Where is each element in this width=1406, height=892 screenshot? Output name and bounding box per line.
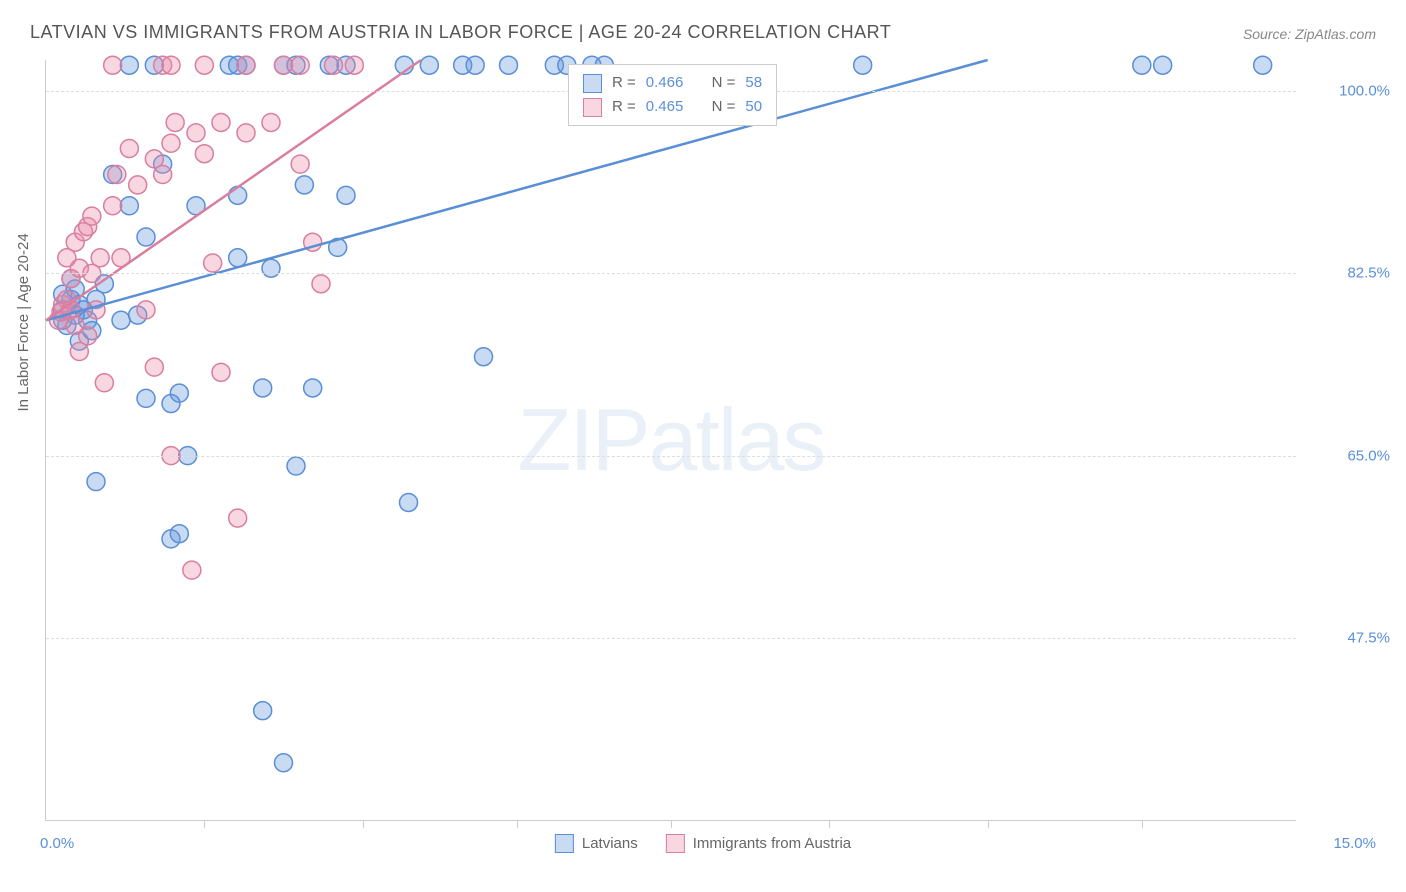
r-value-2: 0.465 — [646, 95, 684, 119]
scatter-point — [229, 249, 247, 267]
scatter-point — [254, 379, 272, 397]
scatter-point — [1254, 56, 1272, 74]
scatter-point — [500, 56, 518, 74]
scatter-point — [170, 525, 188, 543]
scatter-point — [254, 702, 272, 720]
scatter-point — [170, 384, 188, 402]
n-value-2: 50 — [745, 95, 762, 119]
scatter-point — [187, 124, 205, 142]
swatch-pink-icon — [583, 98, 602, 117]
scatter-point — [195, 145, 213, 163]
scatter-point — [104, 56, 122, 74]
scatter-point — [87, 473, 105, 491]
trend-line — [46, 60, 988, 320]
scatter-point — [108, 166, 126, 184]
chart-svg — [46, 60, 1296, 820]
scatter-point — [195, 56, 213, 74]
n-label: N = — [712, 71, 736, 95]
scatter-point — [120, 197, 138, 215]
scatter-point — [212, 363, 230, 381]
scatter-point — [154, 166, 172, 184]
scatter-point — [325, 56, 343, 74]
scatter-point — [291, 155, 309, 173]
scatter-point — [237, 124, 255, 142]
plot-area: ZIPatlas — [45, 60, 1296, 821]
scatter-point — [129, 176, 147, 194]
scatter-point — [212, 113, 230, 131]
scatter-point — [337, 186, 355, 204]
y-tick-labels: 47.5% 65.0% 82.5% 100.0% — [1300, 60, 1390, 820]
scatter-point — [162, 134, 180, 152]
legend-item-series1: Latvians — [555, 834, 638, 853]
swatch-blue-icon — [583, 74, 602, 93]
scatter-point — [312, 275, 330, 293]
scatter-point — [120, 139, 138, 157]
scatter-point — [262, 113, 280, 131]
scatter-point — [120, 56, 138, 74]
scatter-point — [79, 327, 97, 345]
scatter-point — [400, 493, 418, 511]
scatter-point — [295, 176, 313, 194]
scatter-point — [275, 754, 293, 772]
source-attribution: Source: ZipAtlas.com — [1243, 26, 1376, 42]
legend-label-1: Latvians — [582, 835, 638, 852]
x-axis-min-label: 0.0% — [40, 835, 74, 852]
stats-row-series2: R = 0.465 N = 50 — [583, 95, 762, 119]
scatter-point — [304, 379, 322, 397]
scatter-point — [229, 509, 247, 527]
y-tick-label: 47.5% — [1347, 629, 1390, 646]
scatter-point — [1133, 56, 1151, 74]
y-axis-label: In Labor Force | Age 20-24 — [15, 233, 32, 411]
x-axis-max-label: 15.0% — [1333, 835, 1376, 852]
scatter-point — [466, 56, 484, 74]
scatter-point — [162, 56, 180, 74]
scatter-point — [95, 374, 113, 392]
n-label: N = — [712, 95, 736, 119]
legend-bottom: Latvians Immigrants from Austria — [555, 834, 851, 853]
scatter-point — [204, 254, 222, 272]
chart-title: LATVIAN VS IMMIGRANTS FROM AUSTRIA IN LA… — [30, 22, 891, 43]
r-value-1: 0.466 — [646, 71, 684, 95]
scatter-point — [145, 358, 163, 376]
scatter-point — [475, 348, 493, 366]
scatter-point — [345, 56, 363, 74]
y-tick-label: 100.0% — [1339, 83, 1390, 100]
scatter-point — [166, 113, 184, 131]
y-tick-label: 82.5% — [1347, 265, 1390, 282]
scatter-point — [420, 56, 438, 74]
scatter-point — [104, 197, 122, 215]
scatter-point — [262, 259, 280, 277]
swatch-pink-icon — [666, 834, 685, 853]
r-label: R = — [612, 71, 636, 95]
r-label: R = — [612, 95, 636, 119]
scatter-point — [112, 311, 130, 329]
scatter-point — [137, 228, 155, 246]
scatter-point — [287, 457, 305, 475]
scatter-point — [291, 56, 309, 74]
trend-line — [46, 60, 421, 320]
scatter-point — [137, 301, 155, 319]
stats-row-series1: R = 0.466 N = 58 — [583, 71, 762, 95]
legend-item-series2: Immigrants from Austria — [666, 834, 851, 853]
legend-label-2: Immigrants from Austria — [693, 835, 851, 852]
y-tick-label: 65.0% — [1347, 447, 1390, 464]
scatter-point — [183, 561, 201, 579]
scatter-point — [137, 389, 155, 407]
stats-legend-box: R = 0.466 N = 58 R = 0.465 N = 50 — [568, 64, 777, 126]
scatter-point — [229, 186, 247, 204]
scatter-point — [83, 207, 101, 225]
scatter-point — [237, 56, 255, 74]
scatter-point — [854, 56, 872, 74]
swatch-blue-icon — [555, 834, 574, 853]
scatter-point — [91, 249, 109, 267]
scatter-point — [275, 56, 293, 74]
scatter-point — [1154, 56, 1172, 74]
n-value-1: 58 — [745, 71, 762, 95]
